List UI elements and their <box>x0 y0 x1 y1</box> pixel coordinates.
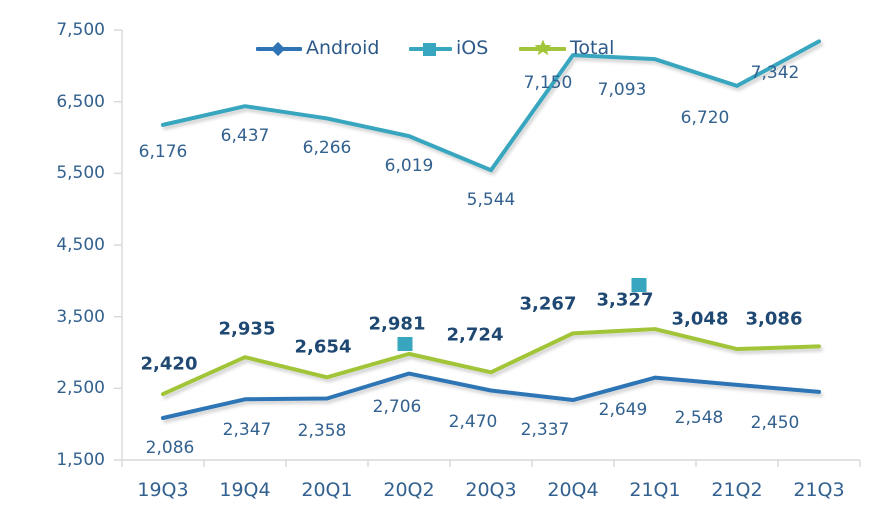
data-label-total-20Q4: 3,267 <box>519 293 577 315</box>
legend-item-total[interactable]: Total <box>519 36 614 60</box>
ios-line <box>161 39 821 173</box>
android-line <box>161 371 821 421</box>
data-label-total-19Q4: 2,935 <box>218 318 276 340</box>
x-tick-label-20Q4: 20Q4 <box>547 479 599 501</box>
android-line-marker-icon <box>256 38 302 58</box>
y-tick-label: 6,500 <box>56 91 105 112</box>
diamond-icon <box>270 41 286 57</box>
x-tick-label-21Q2: 21Q2 <box>711 479 763 501</box>
data-label-android-20Q4: 2,337 <box>520 420 570 440</box>
legend-label-total: Total <box>570 37 615 59</box>
axes <box>114 29 861 467</box>
data-label-total-21Q3: 3,086 <box>745 308 803 330</box>
data-label-android-20Q1: 2,358 <box>297 420 347 441</box>
data-label-total-21Q1: 3,327 <box>596 289 654 311</box>
x-tick-label-19Q4: 19Q4 <box>219 479 271 501</box>
x-tick-label-19Q3: 19Q3 <box>137 479 189 501</box>
legend-label-android: Android <box>306 37 380 59</box>
legend-label-ios: iOS <box>456 37 489 59</box>
data-label-total-20Q1: 2,654 <box>294 336 352 358</box>
total-line-marker-icon <box>519 38 566 58</box>
data-label-total-21Q2: 3,048 <box>671 308 729 330</box>
x-tick-label-20Q3: 20Q3 <box>465 479 517 501</box>
data-label-total-20Q2: 2,981 <box>368 313 426 335</box>
star-icon <box>534 39 552 56</box>
data-label-ios-19Q3: 6,176 <box>138 141 188 162</box>
data-label-ios-20Q4: 7,150 <box>523 73 573 94</box>
y-tick-label: 2,500 <box>56 378 105 399</box>
x-tick-label-21Q1: 21Q1 <box>629 479 681 501</box>
y-tick-label: 7,500 <box>56 20 105 40</box>
highlight-square-21Q1 <box>631 278 647 292</box>
legend-item-android[interactable]: Android <box>256 36 379 60</box>
data-label-android-20Q2: 2,706 <box>372 396 422 417</box>
data-label-ios-21Q3: 7,342 <box>750 63 800 84</box>
highlight-square-20Q2 <box>397 337 413 351</box>
data-label-android-21Q2: 2,548 <box>674 407 724 428</box>
total-line <box>161 327 821 397</box>
data-label-ios-21Q1: 7,093 <box>597 80 647 101</box>
data-label-total-19Q3: 2,420 <box>140 353 198 375</box>
y-tick-label: 3,500 <box>56 306 105 327</box>
square-icon <box>423 43 436 56</box>
data-label-total-20Q3: 2,724 <box>446 324 504 346</box>
data-label-ios-20Q3: 5,544 <box>466 190 516 211</box>
x-tick-label-20Q2: 20Q2 <box>383 479 435 501</box>
y-tick-label: 1,500 <box>56 450 105 470</box>
data-label-android-19Q3: 2,086 <box>145 438 195 458</box>
data-label-android-21Q1: 2,649 <box>598 399 648 420</box>
data-label-ios-20Q2: 6,019 <box>384 156 434 177</box>
x-tick-label-21Q3: 21Q3 <box>793 479 845 501</box>
ios-line-marker-icon <box>409 38 452 58</box>
legend-item-ios[interactable]: iOS <box>409 36 488 60</box>
x-tick-label-20Q1: 20Q1 <box>301 479 353 501</box>
data-label-android-20Q3: 2,470 <box>448 412 498 433</box>
data-label-ios-19Q4: 6,437 <box>220 126 270 147</box>
data-label-android-19Q4: 2,347 <box>222 420 272 441</box>
y-tick-label: 5,500 <box>56 163 105 184</box>
data-label-android-21Q3: 2,450 <box>750 412 800 433</box>
data-label-ios-20Q1: 6,266 <box>302 138 352 159</box>
data-label-ios-21Q2: 6,720 <box>680 107 730 128</box>
y-tick-label: 4,500 <box>56 235 105 255</box>
